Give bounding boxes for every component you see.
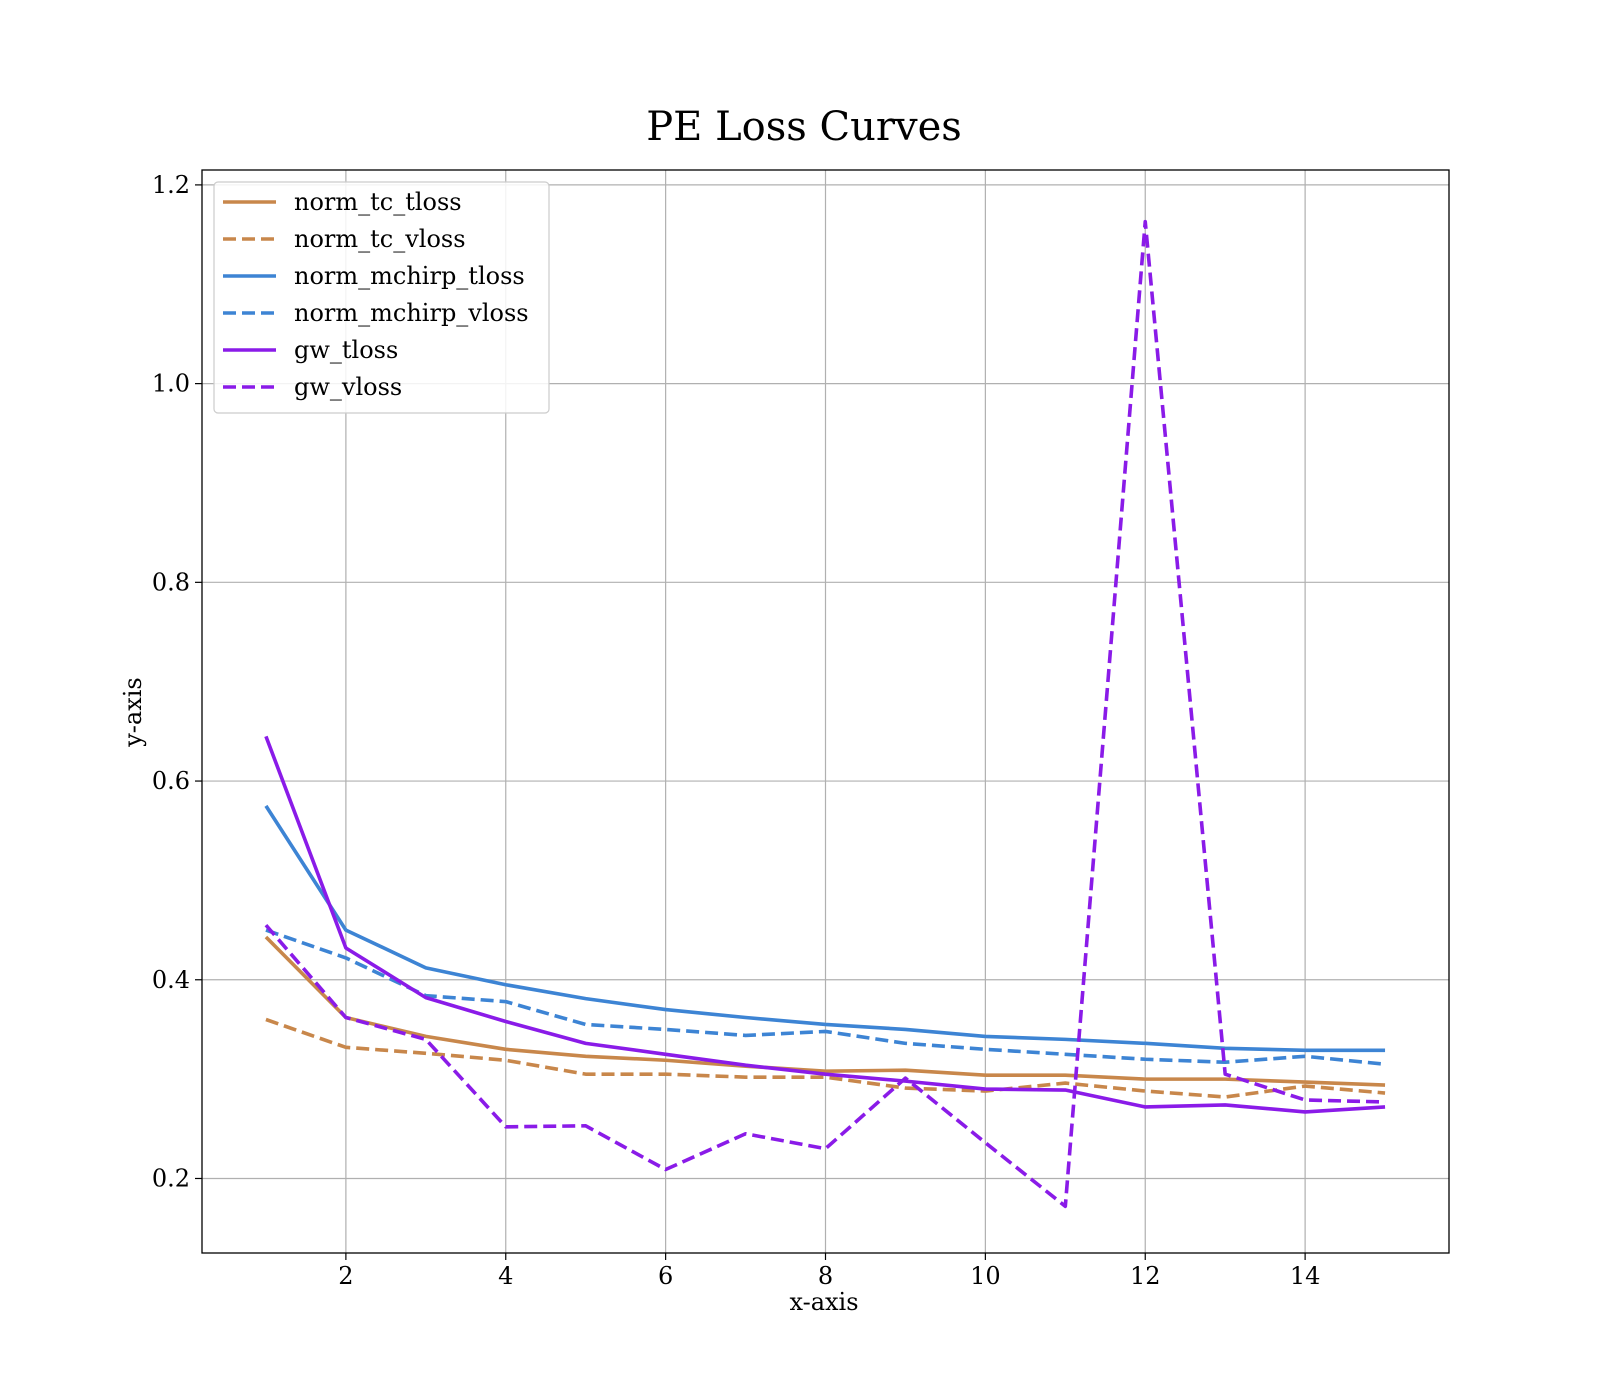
legend-label: gw_tloss xyxy=(294,336,398,364)
x-tick-label: 4 xyxy=(498,1262,513,1290)
axis-ticks: 2 4 6 8 10 12 14 0.2 0.4 0.6 0.8 1.0 1.2 xyxy=(152,171,1321,1290)
legend-label: norm_tc_tloss xyxy=(294,188,462,216)
series-line-gw-vloss xyxy=(264,219,1386,1209)
x-tick-label: 14 xyxy=(1290,1262,1321,1290)
x-tick-label: 6 xyxy=(658,1262,673,1290)
series-lines xyxy=(264,219,1386,1209)
series-line-norm-tc-vloss xyxy=(265,1017,1386,1099)
y-tick-label: 0.6 xyxy=(152,767,190,795)
legend: norm_tc_tloss norm_tc_vloss norm_mchirp_tl… xyxy=(213,181,550,414)
series-line-gw-tloss xyxy=(264,735,1386,1114)
x-axis-label: x-axis xyxy=(789,1288,858,1316)
y-tick-label: 0.2 xyxy=(152,1164,190,1192)
series-line-norm-tc-tloss xyxy=(264,935,1386,1087)
grid xyxy=(202,170,1449,1253)
legend-label: gw_vloss xyxy=(294,373,402,401)
y-tick-label: 0.4 xyxy=(152,966,190,994)
series-line-norm-mchirp-vloss xyxy=(265,928,1386,1067)
y-axis-label: y-axis xyxy=(119,677,147,748)
legend-label: norm_tc_vloss xyxy=(294,225,466,253)
x-tick-label: 2 xyxy=(338,1262,353,1290)
y-tick-label: 0.8 xyxy=(152,568,190,596)
x-tick-label: 10 xyxy=(970,1262,1001,1290)
legend-label: norm_mchirp_vloss xyxy=(294,299,529,327)
y-tick-label: 1.2 xyxy=(152,171,190,199)
legend-box xyxy=(213,181,550,414)
x-tick-label: 8 xyxy=(818,1262,833,1290)
x-tick-label: 12 xyxy=(1130,1262,1161,1290)
series-line-norm-mchirp-tloss xyxy=(264,804,1386,1053)
y-tick-label: 1.0 xyxy=(152,370,190,398)
legend-label: norm_mchirp_tloss xyxy=(294,262,525,290)
chart-title: PE Loss Curves xyxy=(646,104,962,150)
